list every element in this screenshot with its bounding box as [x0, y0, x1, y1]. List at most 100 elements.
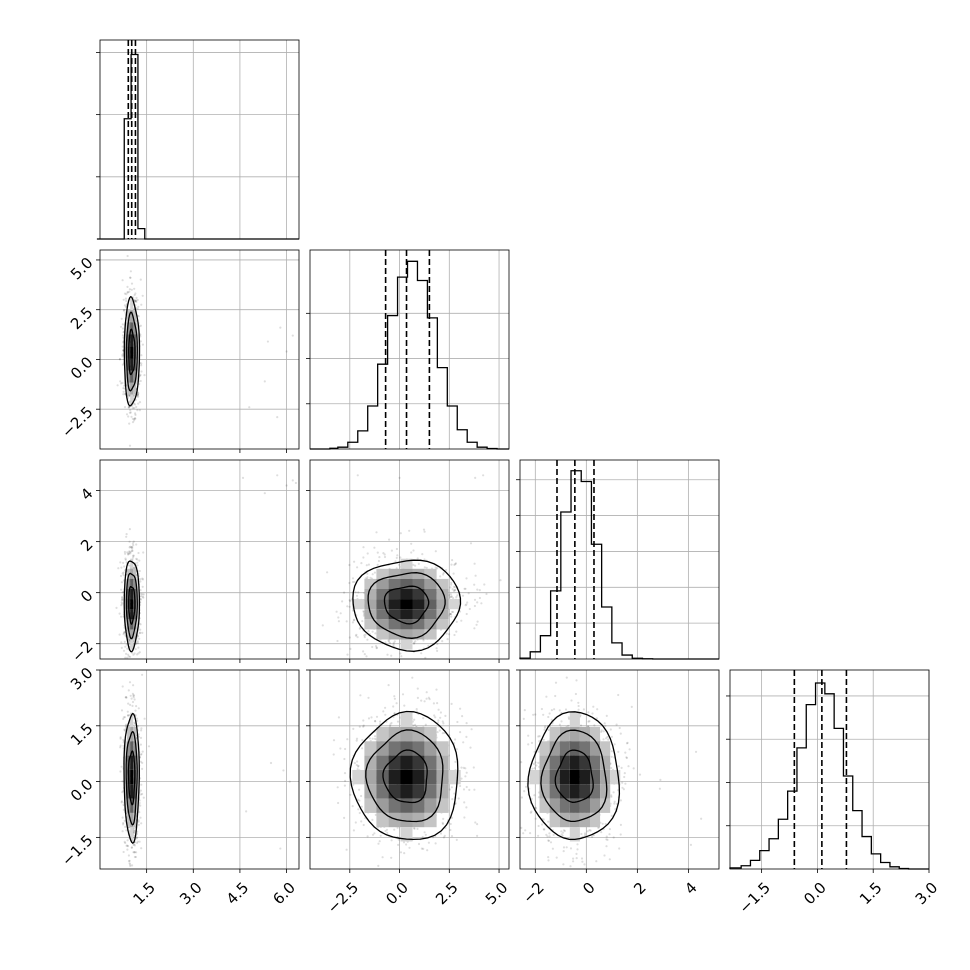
contour-line — [123, 712, 140, 845]
sample-point — [441, 732, 444, 735]
sample-point — [480, 602, 483, 605]
density-bin — [376, 619, 389, 630]
density-bin — [376, 629, 389, 640]
sample-point — [395, 556, 398, 560]
histogram-panel-0 — [96, 39, 300, 240]
sample-point — [460, 777, 463, 780]
sample-point — [131, 864, 134, 867]
sample-point — [142, 796, 145, 799]
sample-point — [399, 652, 402, 655]
sample-point — [134, 648, 137, 651]
sample-point — [351, 577, 355, 580]
sample-point — [122, 741, 125, 744]
density-bin — [127, 812, 131, 828]
sample-point — [353, 762, 356, 765]
sample-point — [450, 563, 453, 566]
sample-point — [122, 803, 125, 807]
density-bin — [388, 770, 401, 785]
density-bin — [130, 609, 134, 620]
sample-point — [450, 786, 453, 789]
sample-point — [361, 747, 364, 750]
sample-point — [123, 631, 126, 634]
sample-point — [127, 406, 130, 409]
sample-point — [412, 563, 415, 567]
sample-point — [446, 638, 449, 641]
sample-point — [132, 694, 135, 697]
sample-point — [450, 816, 454, 820]
sample-point — [133, 843, 136, 846]
histogram-step-3 — [729, 682, 929, 870]
sample-point — [120, 317, 123, 320]
sample-point — [136, 393, 139, 397]
sample-point — [348, 636, 351, 639]
sample-point — [400, 655, 403, 658]
sample-point — [371, 737, 374, 740]
sample-point — [136, 558, 139, 561]
sample-point — [371, 818, 374, 822]
sample-point — [122, 850, 125, 854]
sample-point — [356, 474, 359, 477]
sample-point — [128, 550, 131, 553]
sample-point — [122, 561, 125, 565]
sample-point — [346, 738, 349, 741]
sample-point — [357, 764, 360, 767]
sample-point — [554, 681, 558, 684]
sample-point — [131, 549, 134, 553]
sample-point — [381, 856, 384, 859]
sample-point — [465, 735, 468, 739]
sample-point — [403, 852, 406, 855]
sample-point — [118, 358, 121, 361]
sample-point — [120, 604, 123, 607]
sample-point — [126, 291, 129, 294]
density-bin — [130, 770, 134, 785]
sample-point — [138, 651, 141, 654]
sample-point — [139, 580, 142, 583]
density-bin — [412, 589, 425, 600]
sample-point — [138, 637, 141, 640]
sample-point — [132, 696, 135, 699]
sample-point — [294, 481, 297, 485]
sample-point — [379, 720, 382, 723]
sample-point — [362, 725, 365, 728]
density-bin — [136, 741, 140, 756]
sample-point — [417, 562, 420, 566]
sample-point — [390, 549, 393, 552]
sample-point — [468, 788, 471, 792]
density-bin — [388, 798, 401, 813]
density-bin — [133, 382, 137, 395]
density-bin — [388, 741, 401, 756]
sample-point — [442, 571, 445, 575]
density-bin — [436, 609, 449, 620]
sample-point — [402, 841, 406, 844]
sample-point — [128, 859, 131, 862]
density-bin — [424, 798, 437, 813]
sample-point — [122, 717, 125, 721]
sample-point — [366, 638, 369, 641]
density-bin — [130, 322, 134, 335]
sample-point — [122, 821, 125, 825]
sample-point — [450, 610, 454, 614]
density-bin — [412, 619, 425, 630]
sample-point — [365, 564, 368, 567]
sample-point — [131, 700, 135, 704]
scatter-frame-2-0 — [99, 459, 300, 660]
sample-point — [332, 739, 336, 742]
sample-point — [140, 303, 143, 306]
sample-point — [291, 334, 294, 337]
sample-point — [537, 761, 540, 765]
density-bin — [130, 712, 134, 727]
sample-point — [414, 564, 417, 567]
sample-point — [427, 841, 430, 844]
sample-point — [442, 573, 445, 576]
sample-point — [133, 395, 136, 398]
sample-point — [343, 591, 346, 594]
sample-point — [390, 839, 393, 842]
sample-point — [127, 714, 130, 717]
sample-point — [140, 370, 143, 373]
sample-point — [358, 799, 361, 802]
sample-point — [473, 627, 476, 630]
sample-point — [125, 829, 128, 832]
density-bin — [364, 619, 377, 630]
sample-point — [137, 395, 140, 398]
sample-point — [123, 819, 126, 822]
